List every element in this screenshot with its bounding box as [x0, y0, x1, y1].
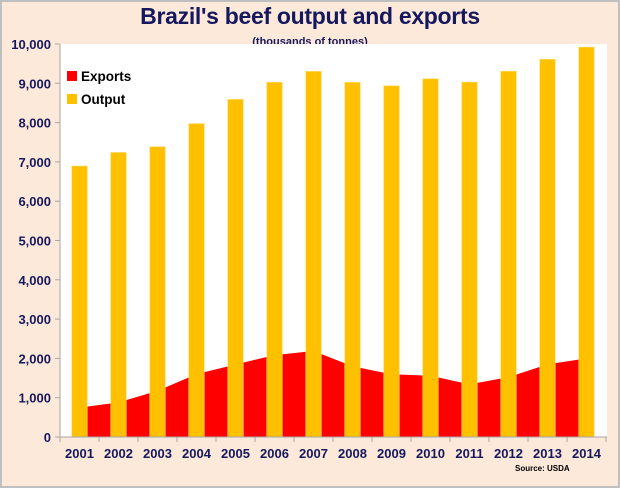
- exports-area: [79, 350, 587, 437]
- x-tick-label: 2010: [416, 446, 445, 461]
- y-tick-label: 7,000: [18, 155, 51, 170]
- y-tick-label: 10,000: [11, 37, 51, 52]
- chart-title: Brazil's beef output and exports: [140, 3, 480, 29]
- output-bar-layer: [71, 46, 595, 438]
- x-tick-label: 2004: [182, 446, 212, 461]
- legend: Exports Output: [67, 69, 131, 107]
- x-tick-label: 2014: [572, 446, 602, 461]
- x-tick-label: 2001: [65, 446, 94, 461]
- output-bar-2006: [266, 82, 283, 438]
- y-tick-label: 8,000: [18, 116, 51, 131]
- output-bar-2007: [305, 71, 322, 438]
- x-tick-label: 2006: [260, 446, 289, 461]
- output-bar-2014: [578, 46, 595, 438]
- x-tick-label: 2009: [377, 446, 406, 461]
- output-bar-2003: [149, 146, 166, 438]
- output-bar-2005: [227, 99, 244, 438]
- legend-swatch-exports: [67, 71, 77, 81]
- output-bar-2011: [461, 81, 478, 438]
- x-tick-label: 2003: [143, 446, 172, 461]
- y-tick-label: 5,000: [18, 234, 51, 249]
- x-tick-label: 2013: [533, 446, 562, 461]
- x-tick-label: 2011: [455, 446, 483, 461]
- output-bar-2013: [539, 59, 556, 438]
- x-tick-label: 2005: [221, 446, 250, 461]
- x-tick-label: 2012: [494, 446, 523, 461]
- legend-label-output: Output: [81, 92, 126, 107]
- output-bar-2008: [344, 82, 361, 438]
- x-tick-label: 2007: [299, 446, 328, 461]
- output-bar-2002: [110, 152, 127, 438]
- y-tick-label: 9,000: [18, 76, 51, 91]
- axes: 0 1,000 2,000 3,000 4,000 5,000 6,000 7,000 8,00…: [11, 37, 607, 461]
- source-annotation: Source: USDA: [515, 464, 570, 473]
- legend-label-exports: Exports: [81, 69, 131, 84]
- output-bar-2009: [383, 85, 400, 438]
- x-tick-label: 2002: [104, 446, 133, 461]
- y-tick-label: 0: [44, 430, 51, 445]
- y-tick-label: 3,000: [18, 312, 51, 327]
- y-tick-label: 2,000: [18, 351, 51, 366]
- output-bar-2001: [71, 165, 88, 438]
- output-bar-2012: [500, 70, 517, 438]
- y-tick-label: 4,000: [18, 273, 51, 288]
- output-bar-2004: [188, 123, 205, 438]
- y-tick-label: 1,000: [18, 391, 51, 406]
- legend-swatch-output: [67, 94, 77, 104]
- y-tick-label: 6,000: [18, 194, 51, 209]
- output-bar-2010: [422, 78, 439, 438]
- x-tick-label: 2008: [338, 446, 367, 461]
